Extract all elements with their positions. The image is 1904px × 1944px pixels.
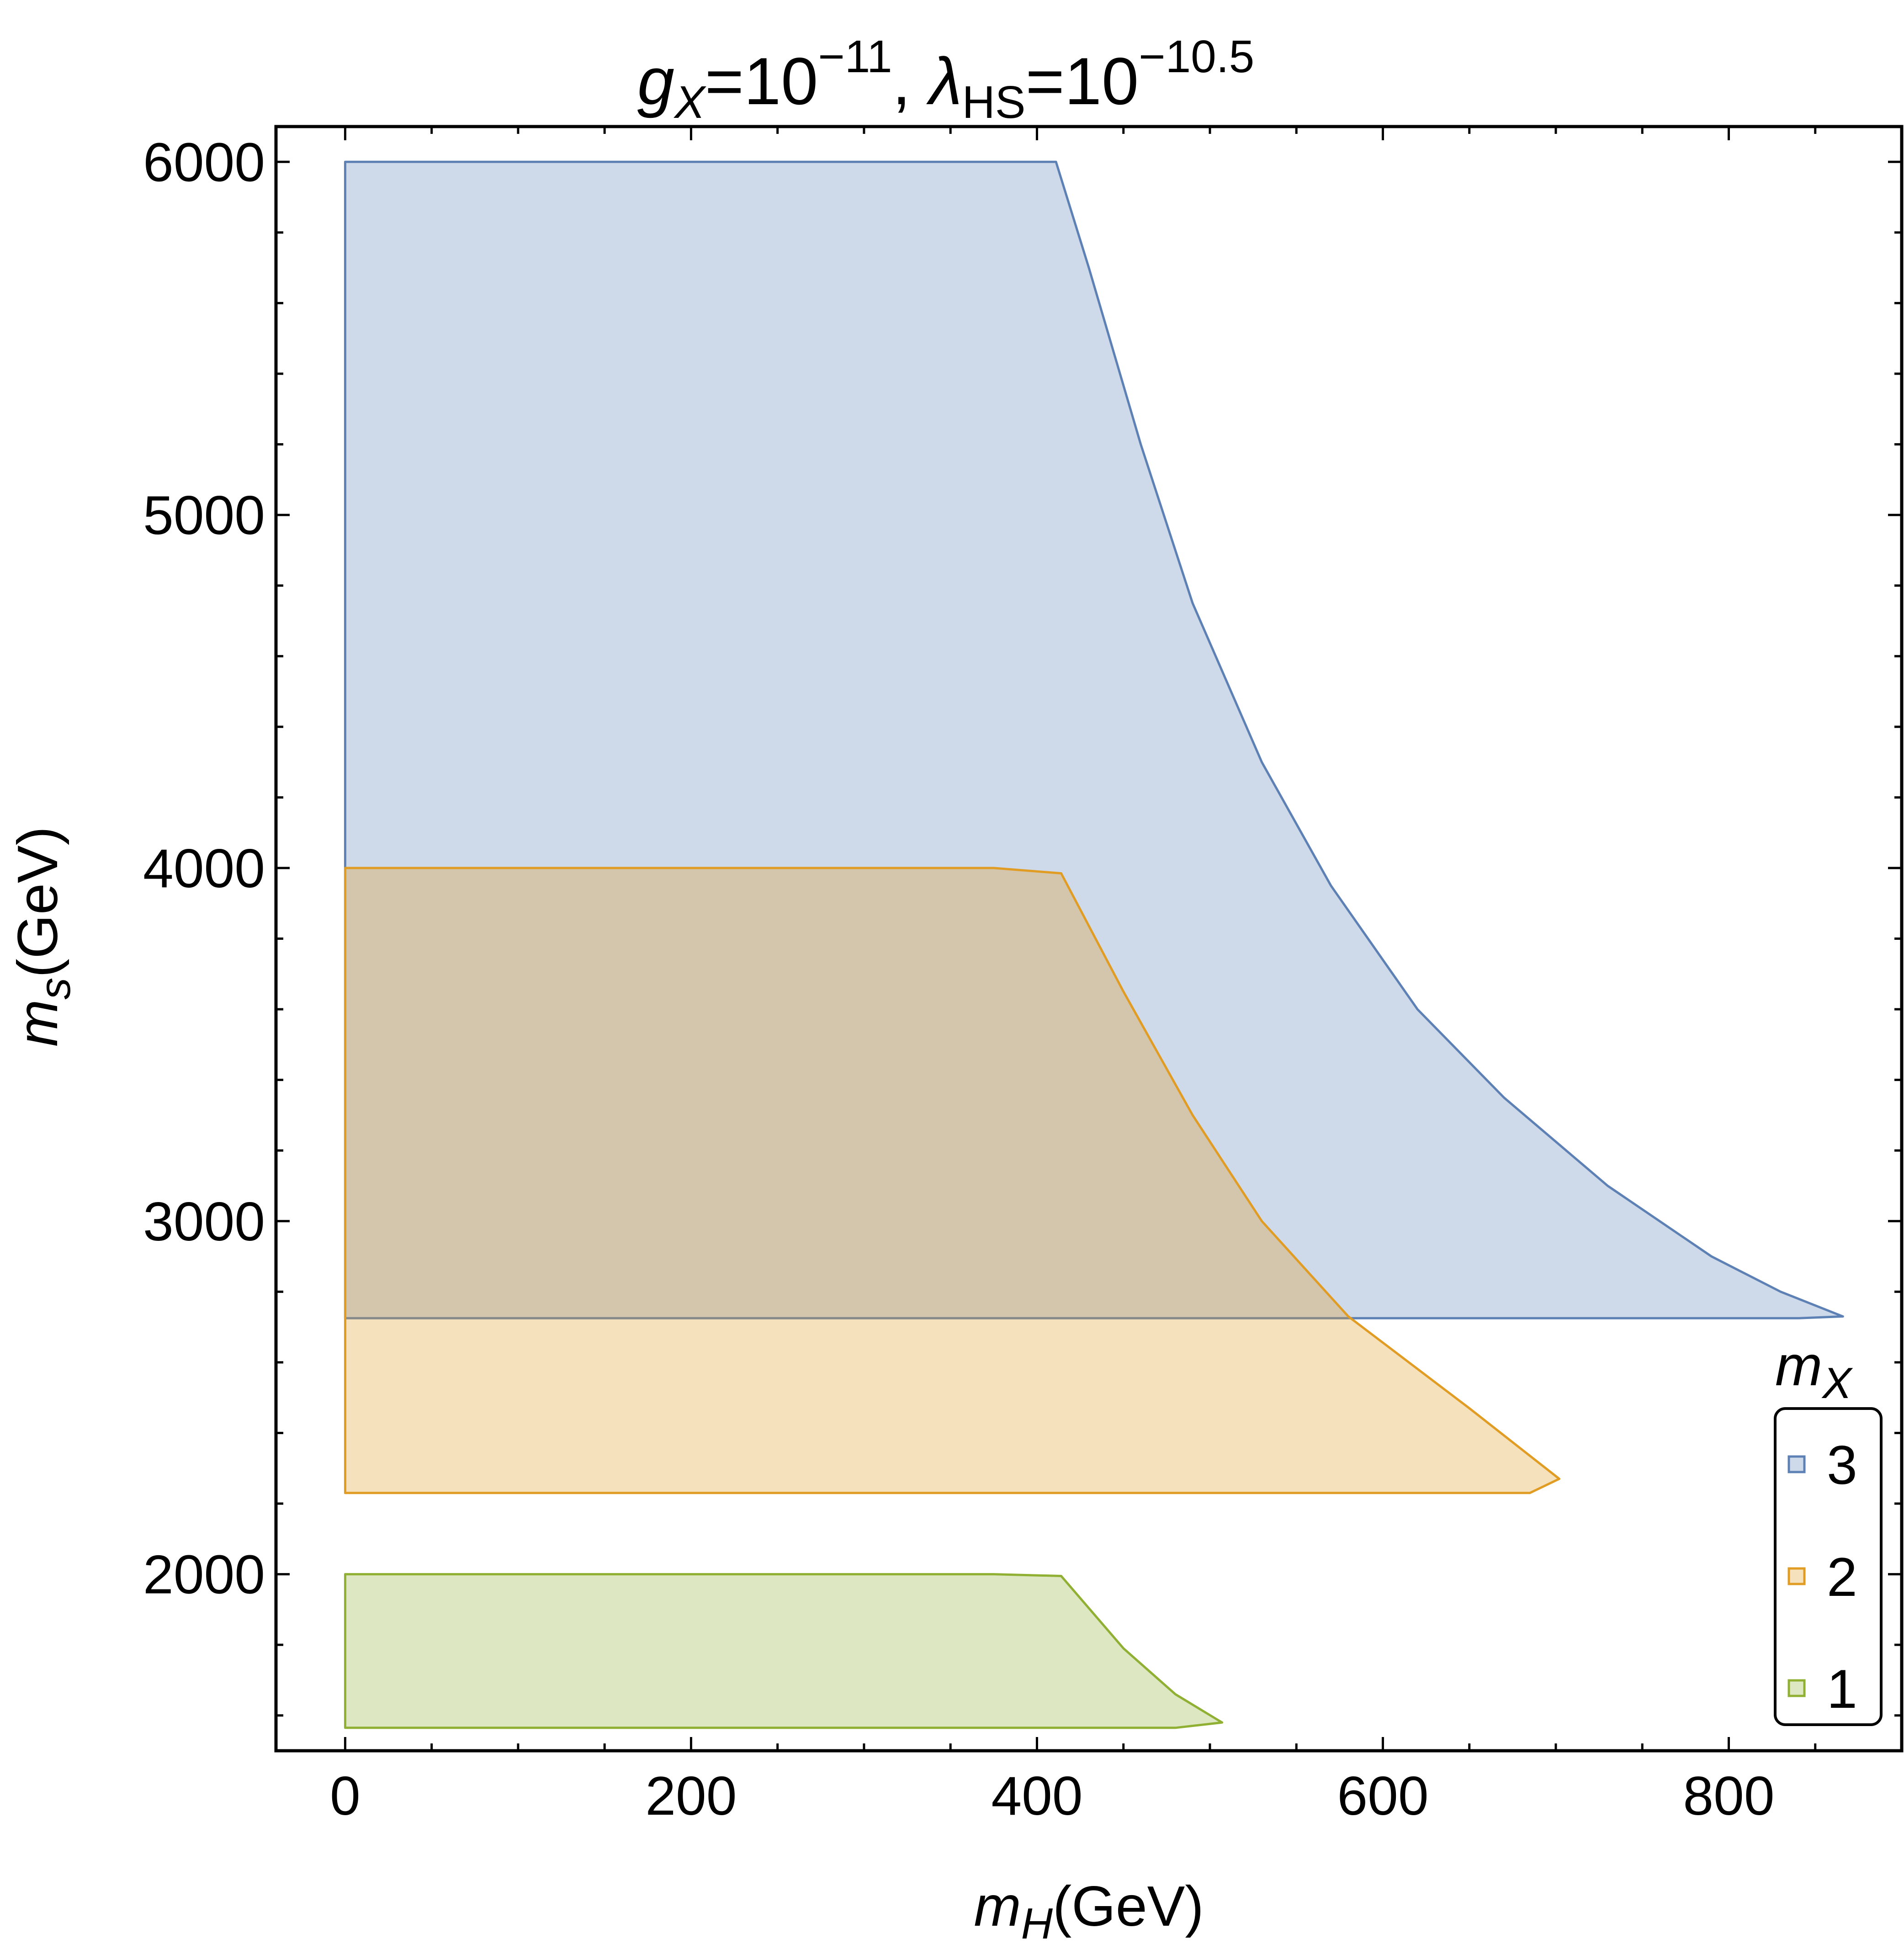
- x-tick-label: 800: [1683, 1765, 1774, 1827]
- y-axis-label-symbol: m: [6, 1000, 69, 1047]
- legend-label-2: 2: [1827, 1547, 1857, 1608]
- x-tick-label: 200: [645, 1765, 737, 1827]
- x-axis-label: mH(GeV): [974, 1875, 1204, 1944]
- region-mx-2: [344, 867, 1560, 1494]
- title-g-symbol: g: [637, 44, 674, 118]
- axis-ticks: [276, 127, 1903, 1751]
- title-lambda-subscript: HS: [962, 77, 1026, 128]
- legend-title-subscript: X: [1821, 1359, 1853, 1408]
- data-regions: [344, 160, 1844, 1729]
- title-lambda-symbol: λ: [926, 44, 962, 118]
- y-tick-label: 6000: [143, 132, 265, 193]
- legend-swatch-3: [1787, 1455, 1806, 1473]
- title-g-exponent: −11: [818, 31, 892, 82]
- legend-box: [1774, 1407, 1883, 1726]
- legend-swatch-2: [1787, 1567, 1806, 1585]
- y-tick-label: 4000: [143, 838, 265, 899]
- chart-title: gX=10−11, λHS=10−10.5: [637, 31, 1254, 128]
- y-tick-label: 3000: [143, 1191, 265, 1252]
- title-g-equals: =10: [705, 44, 818, 118]
- x-tick-label: 0: [330, 1765, 361, 1827]
- legend-title: mX: [1775, 1335, 1853, 1408]
- legend-label-1: 1: [1827, 1658, 1857, 1720]
- legend-title-symbol: m: [1775, 1335, 1822, 1398]
- title-separator: ,: [892, 44, 929, 118]
- legend: mX 3 2 1: [1774, 1335, 1883, 1726]
- y-tick-label: 5000: [143, 485, 265, 546]
- x-axis-label-unit: (GeV): [1053, 1875, 1204, 1938]
- title-g-subscript: X: [674, 77, 706, 128]
- tick-labels: 0 200 400 600 800 2000 3000 4000 5000 6000: [143, 132, 1775, 1827]
- legend-label-3: 3: [1827, 1435, 1857, 1496]
- region-mx-1: [344, 1573, 1223, 1729]
- x-axis-label-symbol: m: [974, 1875, 1021, 1938]
- y-axis-label: ms(GeV): [6, 826, 80, 1047]
- title-lambda-exponent: −10.5: [1139, 31, 1254, 82]
- title-lambda-equals: =10: [1026, 44, 1139, 118]
- legend-entries: 3 2 1: [1787, 1435, 1857, 1720]
- plot-background: [276, 127, 1902, 1751]
- x-tick-label: 400: [991, 1765, 1082, 1827]
- y-axis-label-subscript: s: [31, 978, 80, 1000]
- x-axis-label-subscript: H: [1021, 1899, 1053, 1944]
- y-axis-label-unit: (GeV): [6, 826, 69, 978]
- region-mx-3: [344, 160, 1844, 1319]
- x-tick-label: 600: [1337, 1765, 1428, 1827]
- y-tick-label: 2000: [143, 1544, 265, 1605]
- legend-swatch-1: [1787, 1679, 1806, 1697]
